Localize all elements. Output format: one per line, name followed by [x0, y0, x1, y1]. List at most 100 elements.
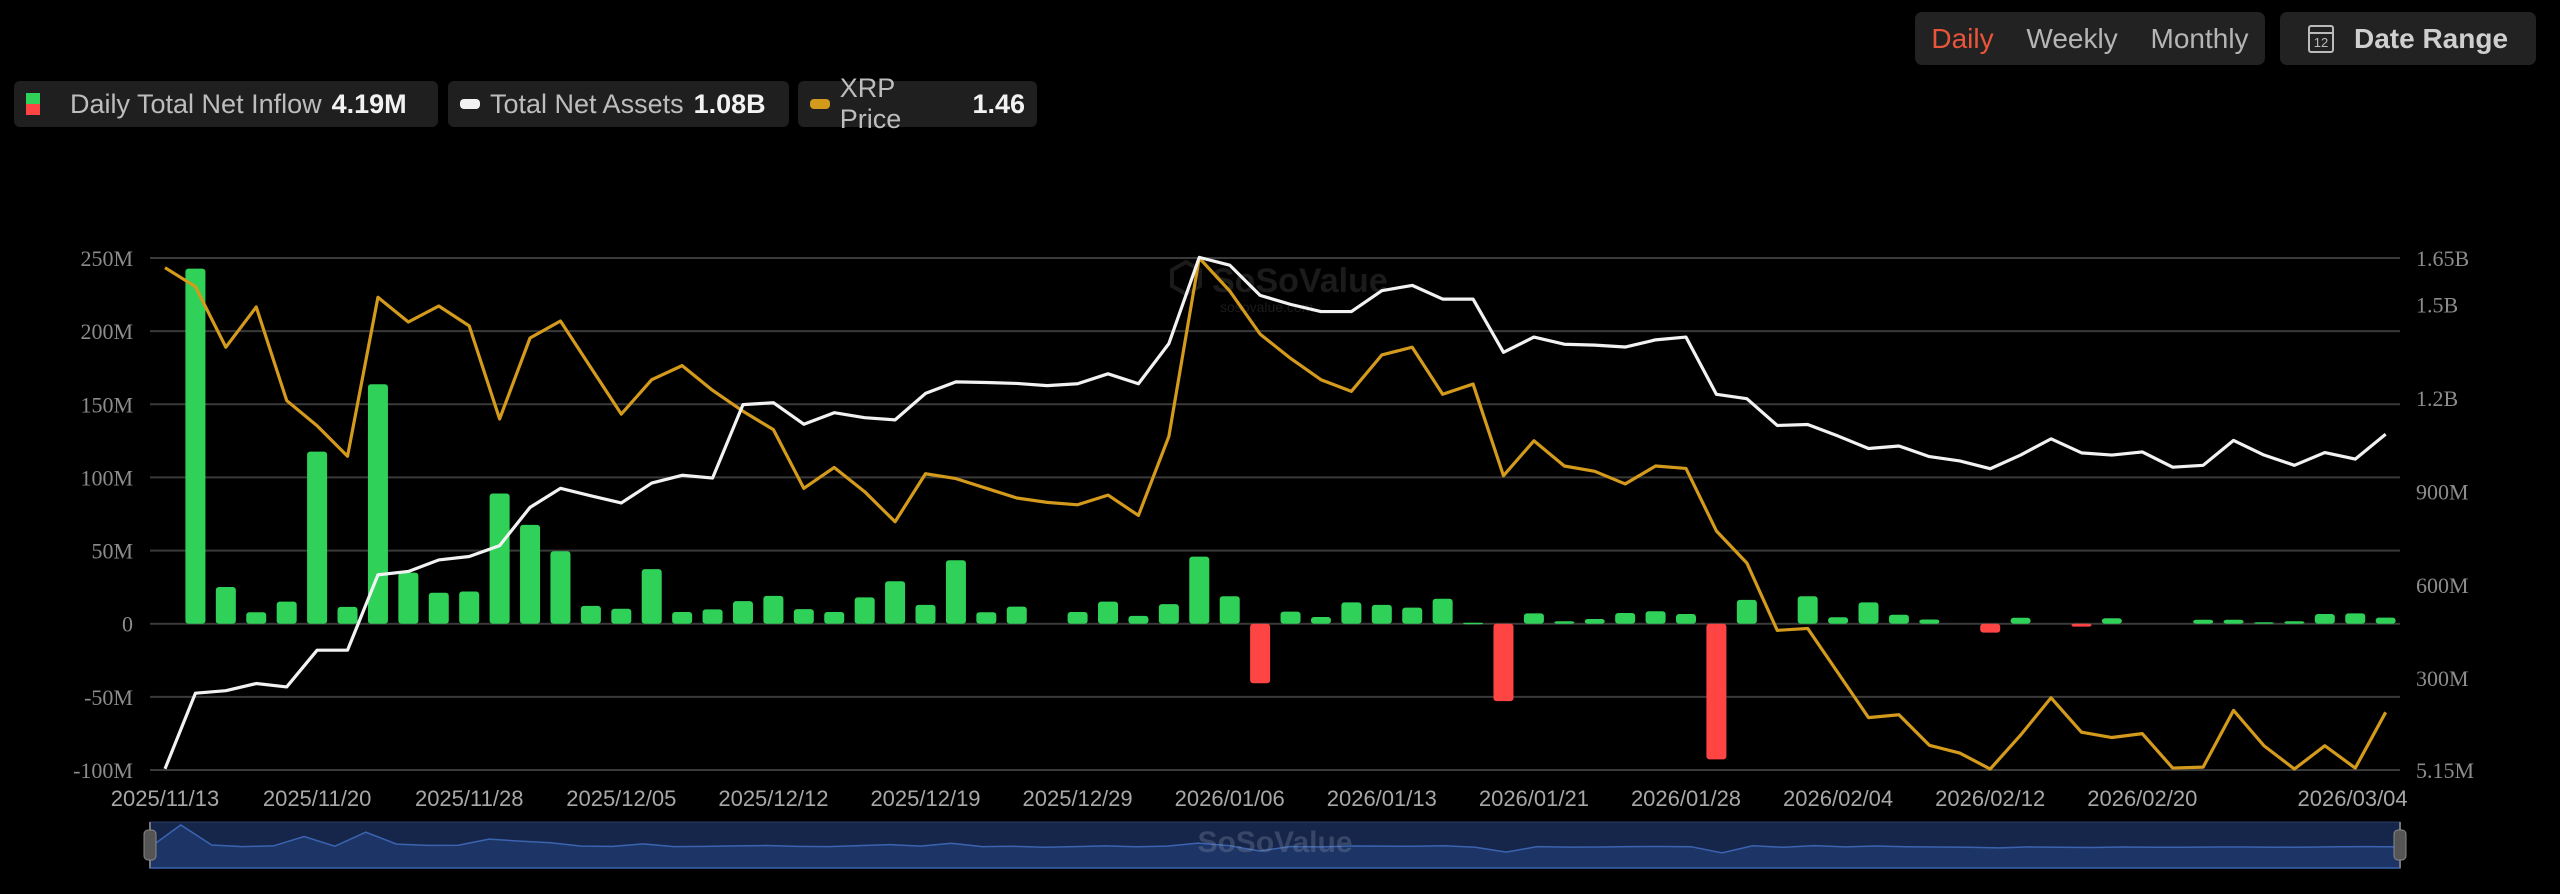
legend-inflow[interactable]: Daily Total Net Inflow 4.19M	[14, 81, 438, 127]
inflow-bar	[2193, 619, 2214, 624]
slider-watermark: SoSoValue	[1197, 826, 1352, 859]
x-axis-tick: 2026/01/21	[1479, 786, 1589, 811]
left-axis-tick: 250M	[80, 246, 133, 271]
legend-price-label: XRP Price	[839, 73, 902, 134]
inflow-bar	[732, 601, 753, 624]
period-toggle: Daily Weekly Monthly	[1915, 12, 2265, 65]
inflow-bar	[1067, 612, 1088, 624]
inflow-bar	[1615, 613, 1636, 624]
inflow-bar	[1888, 614, 1909, 624]
x-axis-tick: 2025/11/20	[263, 786, 371, 811]
date-range-label: Date Range	[2353, 22, 2509, 54]
period-monthly[interactable]: Monthly	[2150, 22, 2249, 54]
total-net-assets-line	[163, 255, 2387, 770]
data-zoom-slider[interactable]: SoSoValue	[143, 821, 2407, 869]
right-axis-tick: 1.5B	[2416, 293, 2458, 318]
inflow-bar	[1280, 611, 1301, 624]
x-axis-tick: 2025/12/19	[870, 786, 980, 811]
period-weekly[interactable]: Weekly	[2026, 22, 2118, 54]
inflow-bar	[1341, 602, 1362, 624]
inflow-bar	[2314, 614, 2335, 624]
inflow-bar	[276, 601, 297, 624]
x-axis-tick: 2026/01/13	[1327, 786, 1437, 811]
x-axis-tick: 2025/11/28	[415, 786, 523, 811]
inflow-bar	[1797, 596, 1818, 624]
inflow-bar	[1098, 601, 1119, 624]
legend-price[interactable]: XRP Price 1.46	[798, 73, 1037, 134]
date-range-button[interactable]: 12 Date Range	[2280, 12, 2536, 65]
right-axis-tick: 1.2B	[2416, 386, 2458, 411]
inflow-bar	[672, 612, 693, 624]
price-swatch-icon	[810, 99, 830, 109]
right-axis-tick: 600M	[2416, 573, 2469, 598]
slider-preview-area	[149, 824, 2401, 869]
x-axis-tick: 2025/12/05	[566, 786, 676, 811]
legend-assets-value: 1.08B	[693, 88, 766, 119]
inflow-bar	[1250, 623, 1271, 684]
legend-assets[interactable]: Total Net Assets 1.08B	[448, 81, 789, 127]
inflow-bar	[2345, 613, 2366, 624]
x-axis-tick: 2026/02/04	[1783, 786, 1893, 811]
inflow-bar	[215, 586, 236, 624]
inflow-bar	[1523, 613, 1544, 624]
inflow-bar	[428, 592, 449, 624]
slider-handle-left[interactable]	[143, 829, 157, 861]
inflow-bar	[1645, 611, 1666, 624]
inflow-bar	[1493, 623, 1514, 702]
inflow-bar	[1584, 619, 1605, 624]
inflow-bar	[641, 569, 662, 624]
x-axis-tick: 2026/03/04	[2298, 786, 2408, 811]
inflow-bar	[1219, 596, 1240, 624]
x-axis-tick: 2026/02/12	[1935, 786, 2045, 811]
inflow-bar	[550, 551, 571, 624]
inflow-bar	[1980, 623, 2001, 633]
assets-swatch-icon	[460, 99, 480, 109]
inflow-bar	[2101, 618, 2122, 624]
left-axis-tick: 200M	[80, 319, 133, 344]
legend-inflow-label: Daily Total Net Inflow	[70, 88, 322, 119]
inflow-bar	[1463, 622, 1484, 625]
inflow-swatch-icon	[26, 93, 40, 115]
inflow-bar	[1676, 614, 1696, 624]
inflow-bar	[185, 268, 206, 624]
inflow-bar	[945, 560, 966, 624]
inflow-bar	[702, 609, 723, 624]
inflow-bar	[489, 493, 510, 624]
legend-assets-label: Total Net Assets	[490, 88, 684, 119]
inflow-bar	[1158, 604, 1179, 624]
xrp-price-line	[164, 256, 2388, 771]
slider-handle-right[interactable]	[2393, 829, 2407, 861]
inflow-bar	[2071, 623, 2092, 627]
x-axis-tick: 2026/02/20	[2087, 786, 2197, 811]
inflow-bar	[2010, 617, 2031, 624]
inflow-bar	[2375, 617, 2396, 624]
inflow-bar	[1128, 615, 1149, 624]
watermark-logo-icon	[1170, 259, 1202, 297]
inflow-bar	[337, 606, 358, 624]
inflow-bar	[885, 581, 906, 624]
inflow-bar	[2284, 621, 2305, 624]
left-axis-tick: -50M	[84, 685, 133, 710]
inflow-bar	[307, 451, 328, 624]
inflow-bar	[976, 612, 997, 624]
x-axis-tick: 2025/12/12	[718, 786, 828, 811]
left-axis-tick: 150M	[80, 392, 133, 417]
inflow-bar	[2253, 622, 2274, 624]
inflow-bar	[763, 595, 784, 624]
inflow-bar	[580, 605, 601, 624]
inflow-bar	[611, 608, 632, 624]
left-axis-tick: 50M	[91, 539, 133, 564]
inflow-bar	[1858, 602, 1879, 624]
inflow-bar	[459, 591, 480, 624]
inflow-bar	[793, 609, 814, 624]
inflow-bar	[1189, 556, 1210, 624]
period-daily[interactable]: Daily	[1931, 22, 1994, 54]
inflow-bar	[398, 572, 419, 624]
left-axis-tick: 0	[122, 612, 133, 637]
inflow-bar	[1919, 619, 1940, 624]
inflow-bar	[1371, 604, 1392, 624]
inflow-bar	[915, 604, 936, 624]
legend-inflow-value: 4.19M	[331, 88, 407, 119]
right-axis-tick: 1.65B	[2416, 246, 2469, 271]
